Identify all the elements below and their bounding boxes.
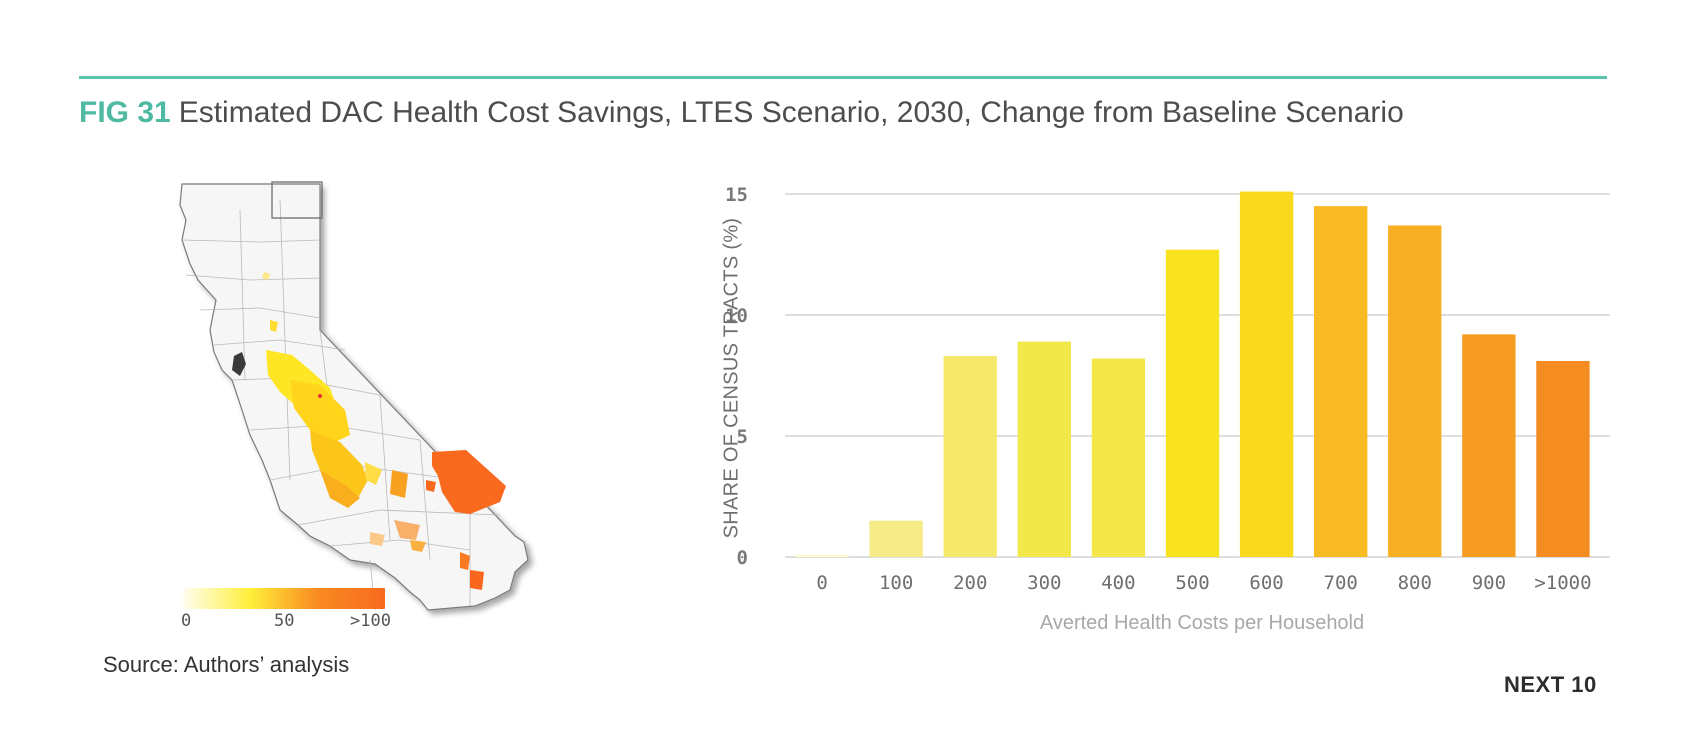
x-tick-label: 200 (953, 572, 987, 594)
legend-min-label: 0 (181, 611, 192, 631)
bar-500 (1165, 249, 1220, 557)
figure-label: FIG 31 (79, 96, 171, 129)
legend-max-label: >100 (350, 611, 391, 631)
y-tick-label: 5 (737, 426, 748, 448)
x-tick-label: 700 (1324, 572, 1358, 594)
bar-800 (1388, 225, 1442, 557)
x-tick-label: 100 (879, 572, 913, 594)
source-note: Source: Authors’ analysis (103, 652, 350, 677)
header-rule (79, 76, 1607, 79)
bar-chart: 0 5 10 15 0 100 200 300 400 500 600 700 800 900 >1000 (700, 170, 1620, 650)
figure-title-text: Estimated DAC Health Cost Savings, LTES … (178, 96, 1404, 129)
y-tick-label: 15 (725, 184, 748, 206)
x-tick-label: 0 (816, 572, 827, 594)
y-tick-label: 10 (725, 305, 748, 327)
california-map (170, 180, 590, 635)
bar-0 (795, 554, 849, 557)
bay-area-mark (232, 352, 246, 376)
state-outline (179, 183, 529, 611)
bar-700 (1314, 206, 1368, 557)
x-tick-label: 300 (1027, 572, 1061, 594)
x-tick-label: 400 (1101, 572, 1135, 594)
x-tick-label: 500 (1175, 572, 1209, 594)
dac-tracts (262, 272, 506, 590)
bar->1000 (1536, 360, 1590, 557)
legend-gradient (183, 588, 385, 609)
bar-600 (1239, 191, 1294, 557)
bar-100 (869, 520, 923, 557)
x-tick-label: 900 (1472, 572, 1506, 594)
x-axis-title: Averted Health Costs per Household (1039, 612, 1365, 634)
city-marker (318, 394, 322, 398)
x-tick-label: 800 (1398, 572, 1432, 594)
y-axis-title: SHARE OF CENSUS TRACTS (%) (720, 217, 743, 539)
brand-logo-text: NEXT 10 (1504, 672, 1597, 697)
bar-chart-svg: 0 5 10 15 0 100 200 300 400 500 600 700 800 900 >1000 (725, 184, 1610, 594)
bar-300 (1017, 341, 1071, 557)
y-tick-label: 0 (737, 547, 748, 569)
figure-title: FIG 31 Estimated DAC Health Cost Savings,… (79, 96, 1404, 130)
california-map-graphic (179, 181, 529, 611)
x-tick-label: >1000 (1534, 572, 1591, 594)
bar-900 (1462, 334, 1516, 557)
bar-400 (1091, 358, 1146, 557)
bar-200 (943, 356, 997, 557)
legend-mid-label: 50 (274, 611, 295, 631)
x-tick-label: 600 (1249, 572, 1283, 594)
